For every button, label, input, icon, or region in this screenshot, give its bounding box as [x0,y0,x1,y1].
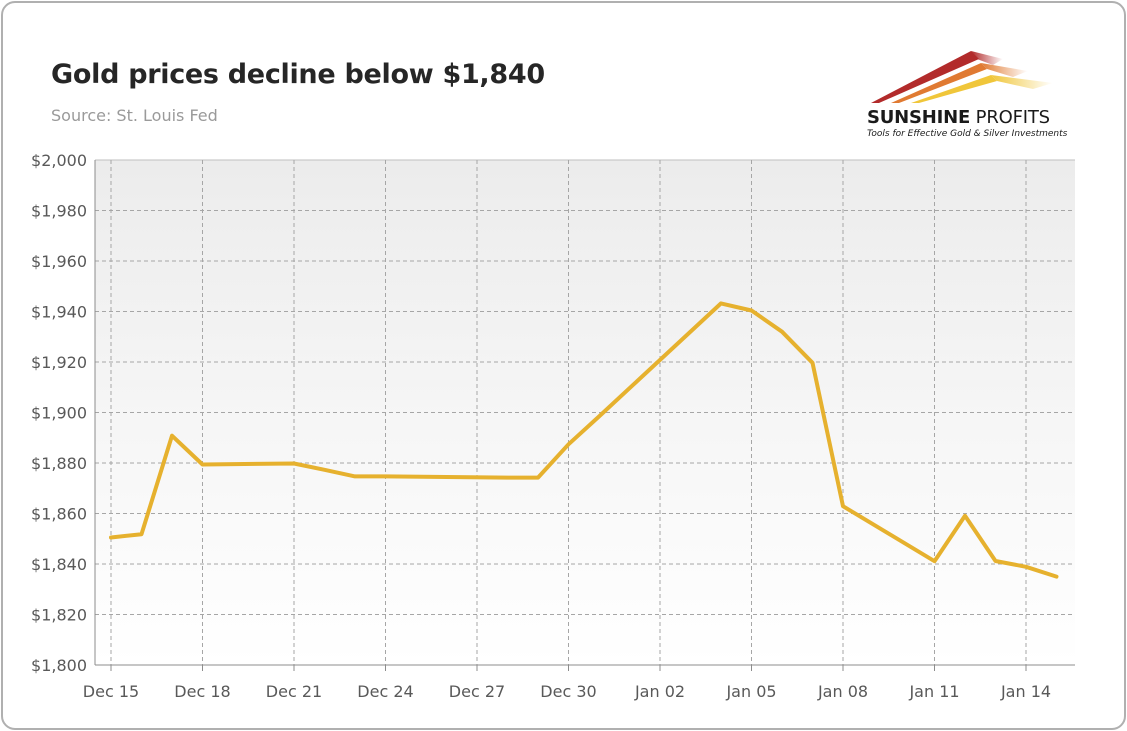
y-tick-label: $2,000 [31,151,87,170]
y-tick-label: $1,960 [31,252,87,271]
logo-rays-icon [871,51,1053,103]
y-tick-label: $1,980 [31,202,87,221]
line-chart: $2,000 $1,980 $1,960 $1,940 $1,920 $1,900 $1,8… [31,151,1075,701]
y-tick-label: $1,880 [31,454,87,473]
x-tick-label: Dec 27 [449,682,505,701]
x-tick-label: Dec 15 [83,682,139,701]
y-tick-label: $1,940 [31,303,87,322]
y-tick-label: $1,840 [31,555,87,574]
x-tick-label: Dec 24 [357,682,413,701]
x-tick-label: Jan 02 [634,682,685,701]
y-tick-label: $1,860 [31,505,87,524]
x-tick-label: Jan 05 [725,682,776,701]
logo-name-part2: PROFITS [970,107,1050,128]
logo-name-part1: SUNSHINE [867,107,971,128]
x-tick-label: Jan 14 [1000,682,1051,701]
y-tick-label: $1,900 [31,404,87,423]
logo-wordmark: SUNSHINE PROFITS [867,107,1050,128]
x-tick-label: Dec 30 [540,682,596,701]
y-axis-tick-labels: $2,000 $1,980 $1,960 $1,940 $1,920 $1,900 $1,8… [31,151,87,675]
x-tick-label: Jan 08 [817,682,868,701]
y-tick-label: $1,820 [31,606,87,625]
x-tick-label: Dec 18 [174,682,230,701]
y-tick-label: $1,920 [31,353,87,372]
chart-subtitle: Source: St. Louis Fed [51,106,218,125]
chart-title: Gold prices decline below $1,840 [51,59,545,90]
series-gold-price [109,301,1059,579]
axes [94,160,1075,671]
x-axis-tick-labels: Dec 15 Dec 18 Dec 21 Dec 24 Dec 27 Dec 30 Jan … [83,682,1051,701]
sunshine-profits-logo: SUNSHINE PROFITS Tools for Effective Gol… [853,45,1083,145]
x-tick-label: Jan 11 [908,682,959,701]
x-tick-label: Dec 21 [266,682,322,701]
series-line [109,301,1059,579]
y-tick-label: $1,800 [31,656,87,675]
logo-tagline: Tools for Effective Gold & Silver Invest… [867,129,1068,139]
